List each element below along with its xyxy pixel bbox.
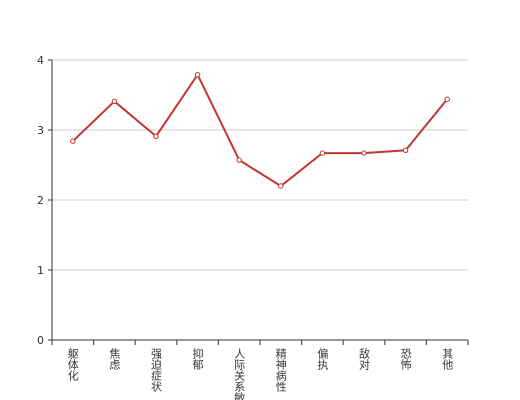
x-tick-label: 恐怖 xyxy=(399,348,412,370)
x-tick-label: 敌对 xyxy=(358,347,371,370)
y-tick-label: 2 xyxy=(37,194,44,207)
x-tick-label: 焦虑 xyxy=(108,348,121,370)
marker xyxy=(361,150,367,156)
x-tick-label: 强迫症状 xyxy=(150,348,163,392)
x-tick-label: 偏执 xyxy=(316,347,329,371)
x-tick-label: 人际关系敏感 xyxy=(233,348,246,400)
x-tick-label: 躯体化 xyxy=(66,348,79,382)
marker xyxy=(444,96,450,102)
x-tick-label: 精神病性 xyxy=(274,348,287,393)
marker xyxy=(111,98,118,105)
marker xyxy=(236,157,242,163)
marker xyxy=(153,133,159,140)
marker xyxy=(194,72,201,78)
line xyxy=(72,72,448,188)
x-tick-label: 抑郁 xyxy=(191,347,204,370)
marker xyxy=(402,147,409,154)
marker xyxy=(278,183,284,189)
x-tick-label: 其他 xyxy=(441,348,454,370)
y-tick-label: 1 xyxy=(37,264,44,277)
y-tick-label: 3 xyxy=(37,124,44,137)
marker xyxy=(70,138,76,144)
y-tick-label: 0 xyxy=(37,334,44,347)
marker xyxy=(319,150,326,156)
y-tick-label: 4 xyxy=(37,54,44,67)
